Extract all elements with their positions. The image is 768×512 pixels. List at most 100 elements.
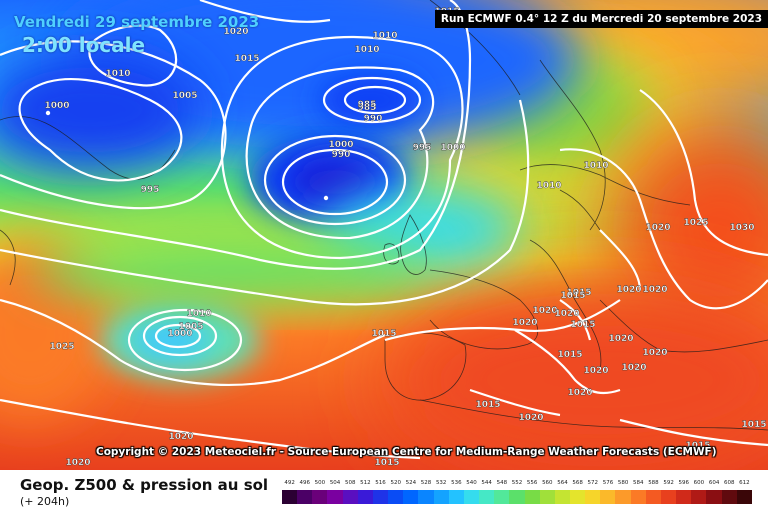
pressure-label: 1000 xyxy=(44,101,69,111)
pressure-label: 1020 xyxy=(532,306,557,316)
pressure-label: 985 xyxy=(358,103,377,113)
map-title: Geop. Z500 & pression au sol xyxy=(20,476,269,494)
pressure-label: 1015 xyxy=(560,291,585,301)
color-scale-tick-label: 552 xyxy=(511,480,523,486)
color-scale-swatch xyxy=(539,490,555,504)
pressure-label: 1025 xyxy=(683,218,708,228)
color-scale-swatch xyxy=(615,490,631,504)
legend-footer: Geop. Z500 & pression au sol (+ 204h) 49… xyxy=(0,470,768,512)
pressure-label: 1020 xyxy=(616,285,641,295)
color-scale-swatch xyxy=(479,490,495,504)
color-scale-swatch xyxy=(509,490,525,504)
color-scale-swatch xyxy=(342,490,358,504)
color-scale-swatch xyxy=(691,490,707,504)
color-scale-swatch xyxy=(297,490,313,504)
forecast-time: 2:00 locale xyxy=(22,33,146,57)
color-scale-swatch xyxy=(388,490,404,504)
color-scale-swatch xyxy=(645,490,661,504)
color-scale-swatch xyxy=(736,490,752,504)
color-scale-tick-label: 528 xyxy=(420,480,432,486)
pressure-labels: 1020101510101005100099599098510151010101… xyxy=(44,7,766,468)
pressure-label: 1010 xyxy=(354,45,379,55)
color-scale-swatch xyxy=(630,490,646,504)
pressure-label: 1020 xyxy=(554,309,579,319)
pressure-label: 1020 xyxy=(512,318,537,328)
color-scale-tick-label: 596 xyxy=(678,480,690,486)
pressure-label: 995 xyxy=(413,143,432,153)
color-scale-swatch xyxy=(706,490,722,504)
color-scale-tick-label: 492 xyxy=(284,480,295,486)
pressure-label: 1010 xyxy=(583,161,608,171)
forecast-lead-time: (+ 204h) xyxy=(20,495,70,508)
color-scale-tick-label: 548 xyxy=(496,480,508,486)
color-scale-tick-label: 588 xyxy=(648,480,659,486)
pressure-label: 990 xyxy=(364,114,383,124)
pressure-label: 995 xyxy=(413,143,432,153)
pressure-label: 1015 xyxy=(557,350,582,360)
color-scale-swatch xyxy=(403,490,419,504)
pressure-label: 1000 xyxy=(440,143,465,153)
low-center-markers xyxy=(45,110,329,201)
pressure-label: 1010 xyxy=(105,69,130,79)
color-scale-tick-label: 536 xyxy=(451,480,462,486)
color-scale-tick-label: 540 xyxy=(466,480,477,486)
pressure-label: 1025 xyxy=(49,342,74,352)
color-scale-swatch xyxy=(494,490,510,504)
color-scale-tick-label: 532 xyxy=(435,480,447,486)
color-scale-tick-label: 556 xyxy=(526,480,538,486)
color-scale-swatch xyxy=(554,490,570,504)
pressure-label: 1005 xyxy=(178,322,203,332)
color-scale-tick-label: 520 xyxy=(390,480,401,486)
pressure-label: 1015 xyxy=(475,400,500,410)
pressure-label: 1030 xyxy=(729,223,754,233)
color-scale-tick-label: 584 xyxy=(633,480,644,486)
pressure-label: 1020 xyxy=(621,363,646,373)
pressure-label: 1020 xyxy=(168,432,193,442)
color-scale-swatch xyxy=(463,490,480,504)
color-scale-tick-label: 500 xyxy=(314,480,326,486)
color-scale-swatch xyxy=(327,490,343,504)
pressure-label: 995 xyxy=(141,185,160,195)
color-scale-tick-label: 568 xyxy=(572,480,583,486)
pressure-label: 1015 xyxy=(741,420,766,430)
pressure-label: 990 xyxy=(332,150,351,160)
color-scale-tick-label: 604 xyxy=(708,480,720,486)
pressure-label: 1020 xyxy=(608,334,633,344)
color-scale-swatch xyxy=(676,490,692,504)
color-scale-tick-label: 592 xyxy=(663,480,674,486)
color-scale: 492 496 500 504 508 512 516 520 524 528 532 536 540 5… xyxy=(282,480,752,506)
pressure-label: 1015 xyxy=(566,288,591,298)
pressure-label: 1010 xyxy=(372,31,397,41)
pressure-label: 1020 xyxy=(642,285,667,295)
color-scale-tick-label: 544 xyxy=(481,480,492,486)
copyright-notice: Copyright © 2023 Meteociel.fr - Source E… xyxy=(96,446,717,458)
color-scale-tick-label: 608 xyxy=(724,480,735,486)
pressure-label: 1000 xyxy=(167,329,192,339)
pressure-label: 1010 xyxy=(186,309,211,319)
color-scale-bar xyxy=(282,490,752,504)
pressure-label: 1020 xyxy=(583,366,608,376)
pressure-label: 1005 xyxy=(172,91,197,101)
color-scale-swatch xyxy=(312,490,328,504)
pressure-label: 1020 xyxy=(567,388,592,398)
color-scale-tick-label: 600 xyxy=(693,480,705,486)
forecast-date: Vendredi 29 septembre 2023 xyxy=(14,13,260,31)
color-scale-swatch xyxy=(721,490,737,504)
model-run-banner: Run ECMWF 0.4° 12 Z du Mercredi 20 septe… xyxy=(434,10,768,28)
color-scale-swatch xyxy=(569,490,586,504)
pressure-label: 1020 xyxy=(518,413,543,423)
color-scale-tick-label: 576 xyxy=(602,480,614,486)
pressure-label: 1020 xyxy=(642,348,667,358)
color-scale-tick-label: 560 xyxy=(542,480,553,486)
color-scale-tick-label: 504 xyxy=(329,480,341,486)
pressure-label: 1015 xyxy=(685,441,710,451)
color-scale-tick-label: 564 xyxy=(557,480,568,486)
color-scale-swatch xyxy=(357,490,373,504)
color-scale-swatch xyxy=(600,490,616,504)
isobars xyxy=(0,0,768,458)
pressure-label: 1015 xyxy=(234,54,259,64)
pressure-label: 985 xyxy=(358,100,377,110)
pressure-label: 1020 xyxy=(645,223,670,233)
color-scale-swatch xyxy=(418,490,434,504)
